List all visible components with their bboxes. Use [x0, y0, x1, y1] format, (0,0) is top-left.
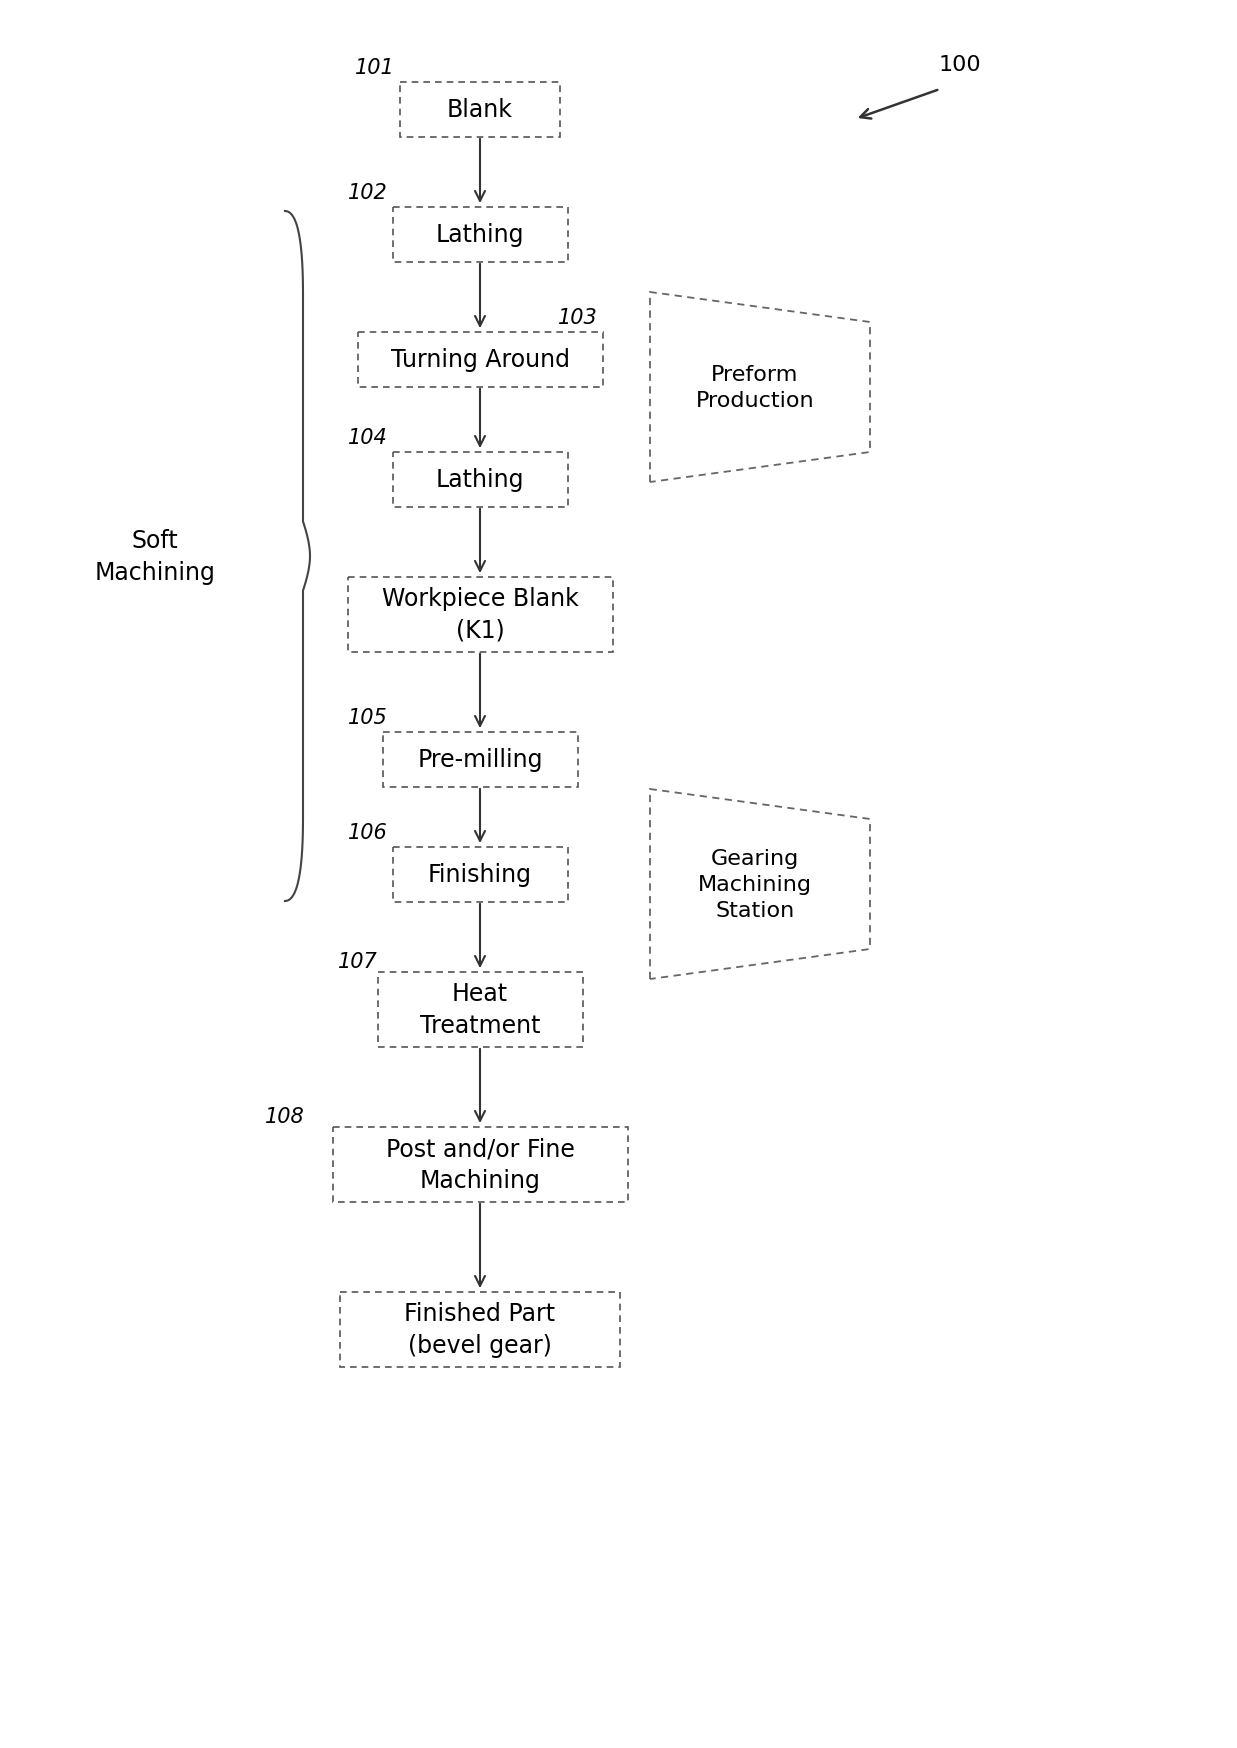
Text: 107: 107: [338, 951, 377, 972]
Polygon shape: [649, 294, 870, 482]
Text: Workpiece Blank
(K1): Workpiece Blank (K1): [382, 587, 579, 643]
FancyBboxPatch shape: [357, 332, 602, 388]
FancyBboxPatch shape: [348, 577, 612, 652]
Text: Post and/or Fine
Machining: Post and/or Fine Machining: [386, 1136, 574, 1192]
FancyBboxPatch shape: [392, 208, 568, 262]
Text: 102: 102: [348, 184, 387, 203]
Text: 103: 103: [558, 308, 597, 329]
FancyBboxPatch shape: [400, 82, 560, 138]
FancyBboxPatch shape: [377, 972, 583, 1047]
FancyBboxPatch shape: [333, 1127, 627, 1203]
Text: Lathing: Lathing: [435, 468, 524, 491]
Text: Pre-milling: Pre-milling: [417, 748, 543, 771]
FancyBboxPatch shape: [382, 732, 578, 787]
Text: Soft
Machining: Soft Machining: [94, 530, 215, 584]
Polygon shape: [649, 790, 870, 979]
Text: Turning Around: Turning Around: [391, 348, 569, 372]
Text: 104: 104: [348, 428, 387, 447]
Text: Preform
Production: Preform Production: [695, 365, 814, 411]
Text: Finished Part
(bevel gear): Finished Part (bevel gear): [404, 1302, 555, 1356]
Text: Gearing
Machining
Station: Gearing Machining Station: [698, 848, 811, 921]
Text: 101: 101: [355, 58, 395, 79]
Text: 108: 108: [265, 1106, 304, 1126]
FancyBboxPatch shape: [392, 453, 568, 507]
Text: Blank: Blank: [447, 98, 513, 122]
FancyBboxPatch shape: [392, 848, 568, 902]
Text: 100: 100: [939, 54, 981, 75]
Text: Heat
Treatment: Heat Treatment: [419, 982, 541, 1037]
FancyBboxPatch shape: [340, 1292, 620, 1367]
Text: 106: 106: [348, 823, 387, 843]
Text: 105: 105: [348, 708, 387, 727]
Text: Lathing: Lathing: [435, 224, 524, 246]
Text: Finishing: Finishing: [428, 862, 532, 886]
